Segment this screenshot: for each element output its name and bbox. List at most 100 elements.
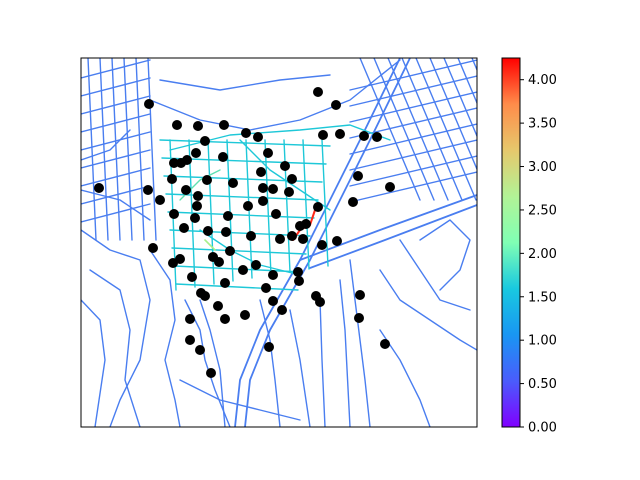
street-edge — [171, 247, 307, 255]
node-marker — [251, 260, 261, 270]
street-edge — [179, 379, 301, 421]
street-edge — [149, 59, 401, 131]
node-marker — [202, 175, 212, 185]
node-marker — [213, 301, 223, 311]
node-marker — [221, 227, 231, 237]
node-marker — [206, 368, 216, 378]
node-marker — [385, 182, 395, 192]
street-edge — [81, 203, 151, 223]
colorbar-gradient — [502, 58, 520, 427]
node-marker — [200, 136, 210, 146]
street-edge — [339, 279, 351, 427]
colorbar-frame — [501, 57, 521, 428]
node-marker — [287, 174, 297, 184]
colorbar-tick-label: 1.00 — [528, 334, 557, 349]
street-edge — [415, 58, 477, 201]
colorbar-ticks: 0.00 0.50 1.00 1.50 2.00 2.50 3.00 3.50 4.00 — [520, 73, 557, 436]
node-marker — [218, 152, 228, 162]
node-marker — [258, 183, 268, 193]
colorbar-tick-label: 2.50 — [528, 203, 557, 218]
node-marker — [271, 209, 281, 219]
node-marker — [241, 128, 251, 138]
street-edge — [81, 189, 151, 221]
colorbar: 0.00 0.50 1.00 1.50 2.00 2.50 3.00 3.50 4.00 — [501, 57, 557, 436]
street-edge — [289, 309, 311, 427]
street-edge — [379, 329, 431, 427]
street-edge — [159, 139, 331, 147]
node-marker — [298, 234, 308, 244]
street-edge — [123, 58, 133, 241]
node-marker — [220, 314, 230, 324]
street-edge — [349, 139, 477, 171]
node-marker — [359, 131, 369, 141]
street-edge — [147, 58, 157, 241]
node-marker — [268, 184, 278, 194]
street-edge — [89, 269, 141, 427]
street-edge — [349, 171, 477, 203]
street-edge — [188, 139, 196, 288]
street-edge — [349, 59, 477, 91]
street-edge — [199, 229, 301, 276]
node-marker — [355, 290, 365, 300]
node-marker — [203, 226, 213, 236]
node-marker — [261, 283, 271, 293]
node-marker — [318, 130, 328, 140]
street-edge — [226, 139, 234, 282]
street-edge — [264, 139, 272, 276]
street-edge — [349, 123, 477, 155]
street-edge — [259, 299, 281, 427]
street-edge — [81, 299, 106, 427]
node-marker — [268, 296, 278, 306]
street-edge — [379, 269, 477, 351]
node-marker — [313, 202, 323, 212]
street-edge — [349, 155, 477, 187]
node-marker — [193, 191, 203, 201]
street-edge — [401, 58, 463, 201]
node-marker — [148, 243, 158, 253]
node-marker — [214, 257, 224, 267]
street-edge — [309, 204, 477, 269]
node-marker — [155, 195, 165, 205]
node-marker — [287, 231, 297, 241]
node-marker — [275, 234, 285, 244]
node-marker — [169, 158, 179, 168]
node-marker — [200, 291, 210, 301]
node-marker — [372, 132, 382, 142]
node-marker — [220, 278, 230, 288]
street-edge — [81, 59, 151, 79]
node-marker — [264, 342, 274, 352]
street-edge — [169, 124, 391, 151]
node-marker — [348, 197, 358, 207]
node-marker — [219, 120, 229, 130]
node-marker — [354, 313, 364, 323]
street-edge — [173, 265, 303, 273]
colorbar-tick-label: 2.00 — [528, 247, 557, 262]
node-marker — [172, 120, 182, 130]
node-marker — [293, 267, 303, 277]
street-edge — [244, 58, 411, 427]
street-edge — [99, 58, 109, 241]
street-edge — [204, 239, 216, 251]
street-edge — [135, 58, 145, 241]
node-marker — [380, 339, 390, 349]
node-marker — [268, 270, 278, 280]
node-marker — [192, 201, 202, 211]
street-edge — [199, 299, 226, 427]
street-edge — [81, 129, 131, 161]
street-edge — [419, 219, 471, 291]
node-marker — [331, 100, 341, 110]
street-edge — [87, 58, 97, 241]
street-edge — [159, 74, 331, 91]
colorbar-tick-label: 4.00 — [528, 73, 557, 88]
node-marker — [223, 211, 233, 221]
node-marker — [179, 223, 189, 233]
colorbar-tick-label: 1.50 — [528, 290, 557, 305]
street-edge — [399, 239, 471, 311]
node-marker — [94, 183, 104, 193]
node-marker — [143, 185, 153, 195]
plot-frame — [80, 57, 478, 428]
node-marker — [315, 297, 325, 307]
node-marker — [238, 265, 248, 275]
node-marker — [317, 240, 327, 250]
